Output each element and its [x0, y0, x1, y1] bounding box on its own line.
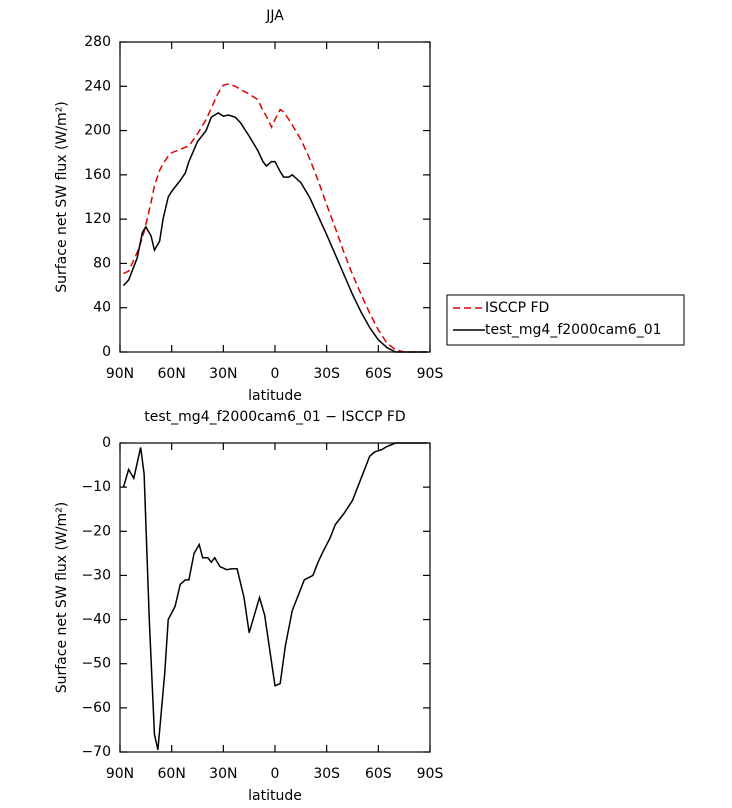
data-line	[122, 442, 427, 750]
x-axis-label: latitude	[248, 788, 302, 804]
legend-box	[446, 294, 685, 346]
x-tick-label: 60S	[365, 766, 392, 782]
y-tick-label: 120	[84, 211, 111, 227]
y-tick-label: −60	[81, 700, 111, 716]
data-line	[122, 111, 427, 353]
x-tick-label: 90N	[106, 766, 134, 782]
x-tick-label: 90N	[106, 366, 134, 382]
y-tick-label: 160	[84, 167, 111, 183]
x-tick-label: 90S	[417, 766, 444, 782]
x-tick-label: 60N	[158, 366, 186, 382]
x-tick-label: 60N	[158, 766, 186, 782]
y-tick-label: −10	[81, 479, 111, 495]
legend-label: ISCCP FD	[485, 300, 549, 316]
y-tick-label: 80	[93, 255, 111, 271]
panel: test_mg4_f2000cam6_01 − ISCCP FD latitude…	[54, 409, 443, 804]
legend: ISCCP FD test_mg4_f2000cam6_01	[446, 294, 685, 346]
chart-title: JJA	[265, 8, 284, 24]
x-tick-label: 90S	[417, 366, 444, 382]
x-tick-label: 30S	[313, 766, 340, 782]
chart-title: test_mg4_f2000cam6_01 − ISCCP FD	[144, 409, 405, 425]
legend-label: test_mg4_f2000cam6_01	[485, 322, 662, 338]
y-axis-label: Surface net SW flux (W/m²)	[54, 502, 70, 694]
data-line	[123, 83, 427, 353]
y-tick-label: −20	[81, 523, 111, 539]
y-tick-label: −30	[81, 567, 111, 583]
x-tick-label: 60S	[365, 366, 392, 382]
y-tick-label: 40	[93, 300, 111, 316]
plot-frame	[119, 442, 431, 753]
y-tick-label: −50	[81, 656, 111, 672]
y-tick-label: 0	[102, 344, 111, 360]
panel: JJA latitude Surface net SW flux (W/m²) 90N…	[54, 8, 443, 404]
x-tick-label: 30N	[209, 366, 237, 382]
x-tick-label: 0	[271, 766, 280, 782]
plot-frame	[119, 41, 431, 353]
y-tick-label: 240	[84, 78, 111, 94]
y-axis-label: Surface net SW flux (W/m²)	[54, 101, 70, 293]
y-tick-label: 0	[102, 435, 111, 451]
y-tick-label: −40	[81, 612, 111, 628]
x-tick-label: 30S	[313, 366, 340, 382]
y-tick-label: 200	[84, 123, 111, 139]
y-tick-label: 280	[84, 34, 111, 50]
x-axis-label: latitude	[248, 388, 302, 404]
x-tick-label: 0	[271, 366, 280, 382]
y-tick-label: −70	[81, 744, 111, 760]
x-tick-label: 30N	[209, 766, 237, 782]
